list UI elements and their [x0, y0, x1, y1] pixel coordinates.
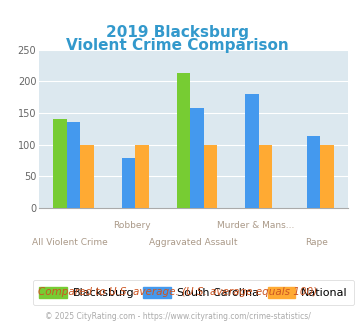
Bar: [135, 145, 149, 208]
Bar: [258, 145, 272, 208]
Text: Robbery: Robbery: [113, 221, 151, 230]
Text: © 2025 CityRating.com - https://www.cityrating.com/crime-statistics/: © 2025 CityRating.com - https://www.city…: [45, 312, 310, 321]
Legend: Blacksburg, South Carolina, National: Blacksburg, South Carolina, National: [33, 280, 354, 305]
Text: All Violent Crime: All Violent Crime: [32, 238, 108, 247]
Text: Murder & Mans...: Murder & Mans...: [217, 221, 294, 230]
Text: Compared to U.S. average. (U.S. average equals 100): Compared to U.S. average. (U.S. average …: [38, 287, 317, 297]
Bar: [320, 145, 334, 208]
Bar: [190, 109, 204, 208]
Text: Aggravated Assault: Aggravated Assault: [149, 238, 238, 247]
Bar: [307, 136, 320, 208]
Bar: [53, 119, 67, 208]
Bar: [176, 73, 190, 208]
Bar: [67, 122, 80, 208]
Bar: [121, 158, 135, 208]
Bar: [80, 145, 94, 208]
Text: 2019 Blacksburg: 2019 Blacksburg: [106, 25, 249, 40]
Text: Violent Crime Comparison: Violent Crime Comparison: [66, 38, 289, 53]
Bar: [245, 94, 258, 208]
Text: Rape: Rape: [306, 238, 328, 247]
Bar: [204, 145, 217, 208]
